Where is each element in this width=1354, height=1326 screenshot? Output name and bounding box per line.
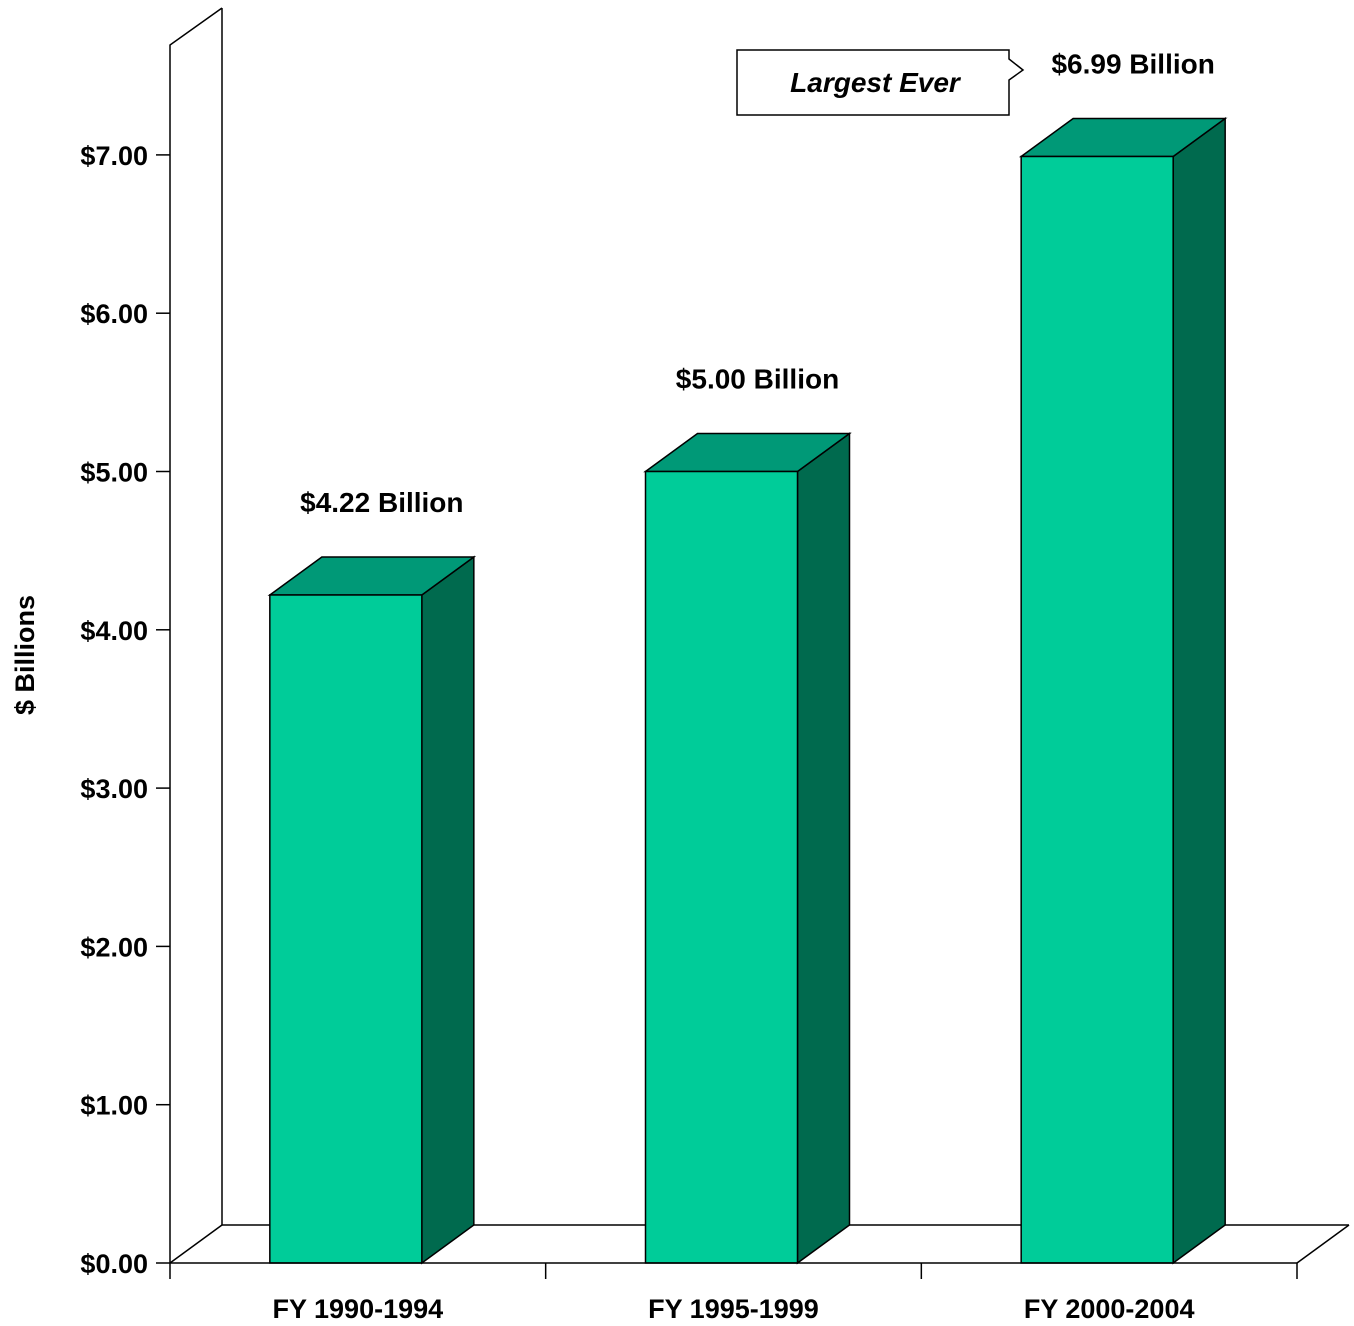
chart-frame	[169, 7, 1350, 1264]
floor-left-edge	[169, 1224, 223, 1264]
y-tick-label: $0.00	[80, 1249, 148, 1279]
x-tick-label: FY 1990-1994	[273, 1294, 444, 1324]
data-label: $5.00 Billion	[676, 364, 839, 395]
bar-side	[796, 432, 851, 1265]
annotation-text: Largest Ever	[790, 67, 962, 98]
y-axis-title: $ Billions	[10, 595, 40, 715]
bar	[1020, 155, 1174, 1264]
bar	[269, 594, 423, 1264]
y-tick-label: $3.00	[80, 774, 148, 804]
x-tick-label: FY 1995-1999	[648, 1294, 819, 1324]
data-label: $4.22 Billion	[300, 487, 463, 518]
annotation-callout: Largest Ever	[736, 49, 1025, 116]
data-label: $6.99 Billion	[1051, 48, 1214, 79]
x-axis: FY 1990-1994 FY 1995-1999 FY 2000-2004	[169, 1262, 1298, 1324]
bar-side	[421, 555, 475, 1265]
y-tick-label: $5.00	[80, 458, 148, 488]
y-tick-label: $7.00	[80, 141, 148, 171]
y-tick-label: $1.00	[80, 1091, 148, 1121]
left-wall-edges	[169, 7, 223, 1263]
floor-right-edge	[1296, 1224, 1350, 1264]
x-tick-label: FY 2000-2004	[1024, 1294, 1195, 1324]
bar	[644, 470, 799, 1264]
y-tick-label: $4.00	[80, 616, 148, 646]
y-tick-label: $2.00	[80, 932, 148, 962]
y-axis: $0.00 $1.00 $2.00 $3.00 $4.00 $5.00 $6.00 $7.00	[80, 141, 170, 1279]
bar-side	[1172, 117, 1226, 1265]
bars: $4.22 Billion $5.00 Billion $6.99 Billion	[267, 48, 1228, 1265]
y-tick-label: $6.00	[80, 299, 148, 329]
